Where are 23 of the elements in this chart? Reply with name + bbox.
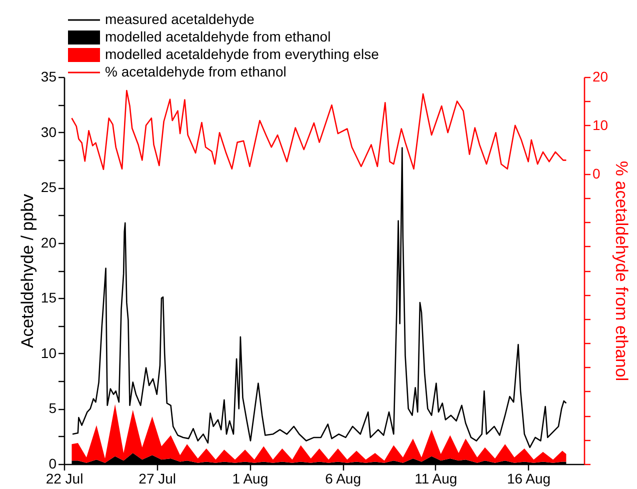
y2-tick-label: 0 [592, 165, 600, 182]
y-tick-label: 5 [48, 400, 57, 416]
legend-label: modelled acetaldehyde from ethanol [105, 28, 331, 44]
y2-tick-label: 20 [592, 68, 608, 84]
y-tick-label: 30 [40, 124, 57, 140]
y-axis-title: Acetaldehyde / ppbv [18, 193, 37, 348]
x-tick-label: 16 Aug [506, 470, 551, 486]
legend-label: modelled acetaldehyde from everything else [105, 46, 380, 62]
y-tick-label: 35 [40, 68, 57, 84]
y-tick-label: 20 [40, 234, 57, 250]
x-tick-label: 11 Aug [414, 470, 458, 486]
legend-label: % acetaldehyde from ethanol [105, 64, 286, 80]
x-tick-label: 22 Jul [46, 470, 84, 486]
x-tick-label: 27 Jul [138, 470, 176, 486]
legend-label: measured acetaldehyde [105, 11, 255, 27]
y-tick-label: 25 [40, 179, 57, 196]
x-tick-label: 1 Aug [232, 470, 268, 486]
x-tick-label: 6 Aug [325, 470, 361, 486]
y-tick-label: 0 [48, 456, 57, 472]
y2-tick-label: 10 [592, 116, 608, 133]
y-tick-label: 15 [40, 290, 57, 306]
y2-axis-title: % acetaldehyde from ethanol [612, 160, 632, 382]
y-tick-label: 10 [40, 344, 57, 361]
